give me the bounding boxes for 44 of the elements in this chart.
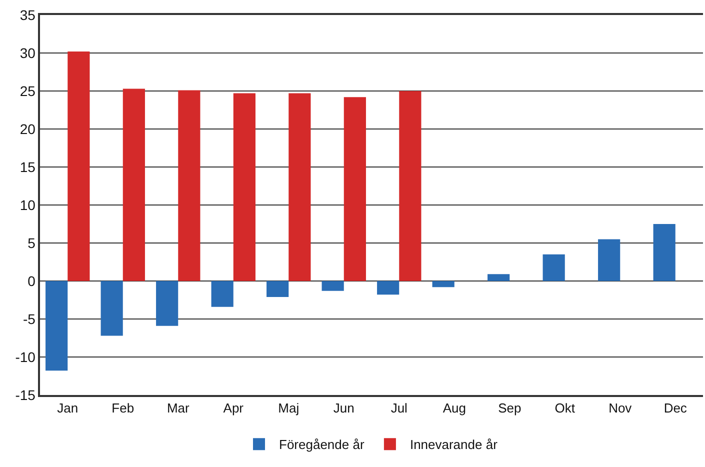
y-tick-label: -15 <box>15 386 36 403</box>
x-tick-label: Okt <box>554 400 576 416</box>
y-tick-label: 30 <box>20 44 36 61</box>
x-tick-label: Jun <box>333 400 354 416</box>
y-tick-label: 15 <box>20 158 36 175</box>
y-tick-label: 20 <box>20 120 36 137</box>
x-tick-label: Aug <box>442 400 466 416</box>
x-tick-label: Sep <box>498 400 522 416</box>
bar <box>233 93 256 281</box>
x-tick-label: Dec <box>664 400 688 416</box>
y-tick-label: 10 <box>20 196 36 213</box>
x-tick-label: Mar <box>166 400 190 416</box>
bar <box>156 281 178 326</box>
y-tick-label: 25 <box>20 82 36 99</box>
bar <box>598 239 620 281</box>
y-tick-label: -10 <box>15 348 36 365</box>
x-tick-label: Feb <box>112 400 134 416</box>
x-tick-label: Nov <box>608 400 632 416</box>
bar <box>542 254 565 281</box>
y-tick-label: -5 <box>22 310 36 327</box>
bar <box>344 97 366 281</box>
x-tick-label: Apr <box>223 400 244 416</box>
bar <box>432 281 454 288</box>
legend-label: Föregående år <box>279 437 365 452</box>
bar <box>488 274 510 281</box>
bar <box>46 281 68 371</box>
bar <box>211 281 234 307</box>
x-tick-label: Maj <box>278 400 300 416</box>
bar <box>399 91 422 281</box>
y-tick-label: 5 <box>28 234 36 251</box>
y-tick-label: 0 <box>28 272 36 289</box>
bar <box>288 93 311 281</box>
x-tick-label: Jul <box>390 400 408 416</box>
bar <box>266 281 289 297</box>
bar <box>122 88 145 281</box>
x-tick-label: Jan <box>57 400 78 416</box>
bar <box>322 281 344 291</box>
legend-label: Innevarande år <box>410 437 498 452</box>
y-tick-label: 35 <box>20 6 36 23</box>
bar <box>653 224 676 281</box>
bar <box>68 51 90 281</box>
bar <box>377 281 400 295</box>
bar <box>100 281 123 336</box>
bar <box>178 90 200 281</box>
